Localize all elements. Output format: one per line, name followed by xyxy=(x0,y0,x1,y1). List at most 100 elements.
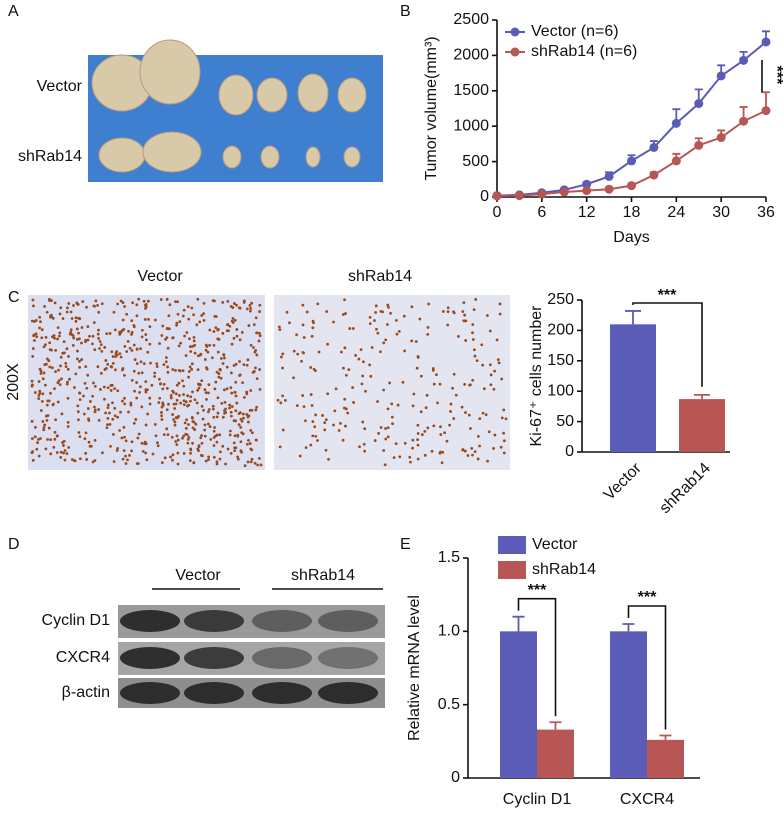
stained-nucleus xyxy=(234,409,237,412)
stained-nucleus xyxy=(97,329,100,332)
stained-nucleus xyxy=(167,433,170,436)
stained-nucleus xyxy=(216,329,219,332)
stained-nucleus xyxy=(125,313,128,316)
stained-nucleus xyxy=(488,430,491,433)
stained-nucleus xyxy=(196,389,199,392)
stained-nucleus xyxy=(144,388,147,391)
point xyxy=(739,56,748,65)
stained-nucleus xyxy=(223,409,226,412)
legend-swatch xyxy=(498,536,526,554)
stained-nucleus xyxy=(426,426,429,429)
stained-nucleus xyxy=(397,404,400,407)
stained-nucleus xyxy=(147,300,150,303)
stained-nucleus xyxy=(136,348,139,351)
stained-nucleus xyxy=(332,424,335,427)
stained-nucleus xyxy=(474,355,477,358)
stained-nucleus xyxy=(234,434,237,437)
stained-nucleus xyxy=(105,367,108,370)
stained-nucleus xyxy=(258,340,261,343)
stained-nucleus xyxy=(403,350,406,353)
stained-nucleus xyxy=(216,371,219,374)
stained-nucleus xyxy=(88,335,91,338)
tumor xyxy=(338,78,366,112)
stained-nucleus xyxy=(217,396,220,399)
stained-nucleus xyxy=(439,452,442,455)
stained-nucleus xyxy=(160,298,163,301)
stained-nucleus xyxy=(38,455,41,458)
stained-nucleus xyxy=(201,405,204,408)
stained-nucleus xyxy=(118,429,121,432)
stained-nucleus xyxy=(76,328,79,331)
stained-nucleus xyxy=(80,342,83,345)
stained-nucleus xyxy=(387,408,390,411)
stained-nucleus xyxy=(244,464,247,467)
stained-nucleus xyxy=(325,418,328,421)
stained-nucleus xyxy=(174,440,177,443)
stained-nucleus xyxy=(230,392,233,395)
stained-nucleus xyxy=(64,449,67,452)
stained-nucleus xyxy=(247,416,250,419)
stained-nucleus xyxy=(417,432,420,435)
stained-nucleus xyxy=(114,368,117,371)
stained-nucleus xyxy=(473,308,476,311)
stained-nucleus xyxy=(130,402,133,405)
stained-nucleus xyxy=(194,352,197,355)
stained-nucleus xyxy=(177,415,180,418)
x-tick-label: 24 xyxy=(667,204,685,221)
stained-nucleus xyxy=(123,305,126,308)
stained-nucleus xyxy=(205,345,208,348)
stained-nucleus xyxy=(281,395,284,398)
stained-nucleus xyxy=(240,431,243,434)
stained-nucleus xyxy=(481,364,484,367)
x-tick-label: Cyclin D1 xyxy=(503,791,572,808)
stained-nucleus xyxy=(212,299,215,302)
stained-nucleus xyxy=(149,325,152,328)
stained-nucleus xyxy=(245,393,248,396)
stained-nucleus xyxy=(451,387,454,390)
stained-nucleus xyxy=(179,402,182,405)
stained-nucleus xyxy=(59,456,62,459)
stained-nucleus xyxy=(416,438,419,441)
stained-nucleus xyxy=(118,352,121,355)
stained-nucleus xyxy=(46,357,49,360)
stained-nucleus xyxy=(450,403,453,406)
stained-nucleus xyxy=(100,372,103,375)
stained-nucleus xyxy=(39,437,42,440)
column-label: Vector xyxy=(137,268,183,285)
stained-nucleus xyxy=(426,333,429,336)
stained-nucleus xyxy=(123,449,126,452)
stained-nucleus xyxy=(203,319,206,322)
stained-nucleus xyxy=(217,412,220,415)
stained-nucleus xyxy=(156,365,159,368)
stained-nucleus xyxy=(212,405,215,408)
stained-nucleus xyxy=(107,406,110,409)
stained-nucleus xyxy=(34,426,37,429)
stained-nucleus xyxy=(198,445,201,448)
stained-nucleus xyxy=(463,383,466,386)
stained-nucleus xyxy=(214,326,217,329)
stained-nucleus xyxy=(259,388,262,391)
stained-nucleus xyxy=(375,304,378,307)
stained-nucleus xyxy=(233,337,236,340)
stained-nucleus xyxy=(497,358,500,361)
stained-nucleus xyxy=(68,378,71,381)
error-bar xyxy=(625,311,641,324)
stained-nucleus xyxy=(145,458,148,461)
stained-nucleus xyxy=(87,417,90,420)
band xyxy=(252,610,312,632)
stained-nucleus xyxy=(40,336,43,339)
stained-nucleus xyxy=(144,441,147,444)
point xyxy=(762,106,771,115)
stained-nucleus xyxy=(67,368,70,371)
stained-nucleus xyxy=(144,318,147,321)
stained-nucleus xyxy=(313,425,316,428)
x-tick-label: 6 xyxy=(537,204,546,221)
stained-nucleus xyxy=(145,338,148,341)
tumor xyxy=(344,147,360,167)
stained-nucleus xyxy=(409,461,412,464)
stained-nucleus xyxy=(106,363,109,366)
stained-nucleus xyxy=(493,434,496,437)
stained-nucleus xyxy=(85,431,88,434)
stained-nucleus xyxy=(499,313,502,316)
y-tick-label: 1000 xyxy=(453,117,489,134)
